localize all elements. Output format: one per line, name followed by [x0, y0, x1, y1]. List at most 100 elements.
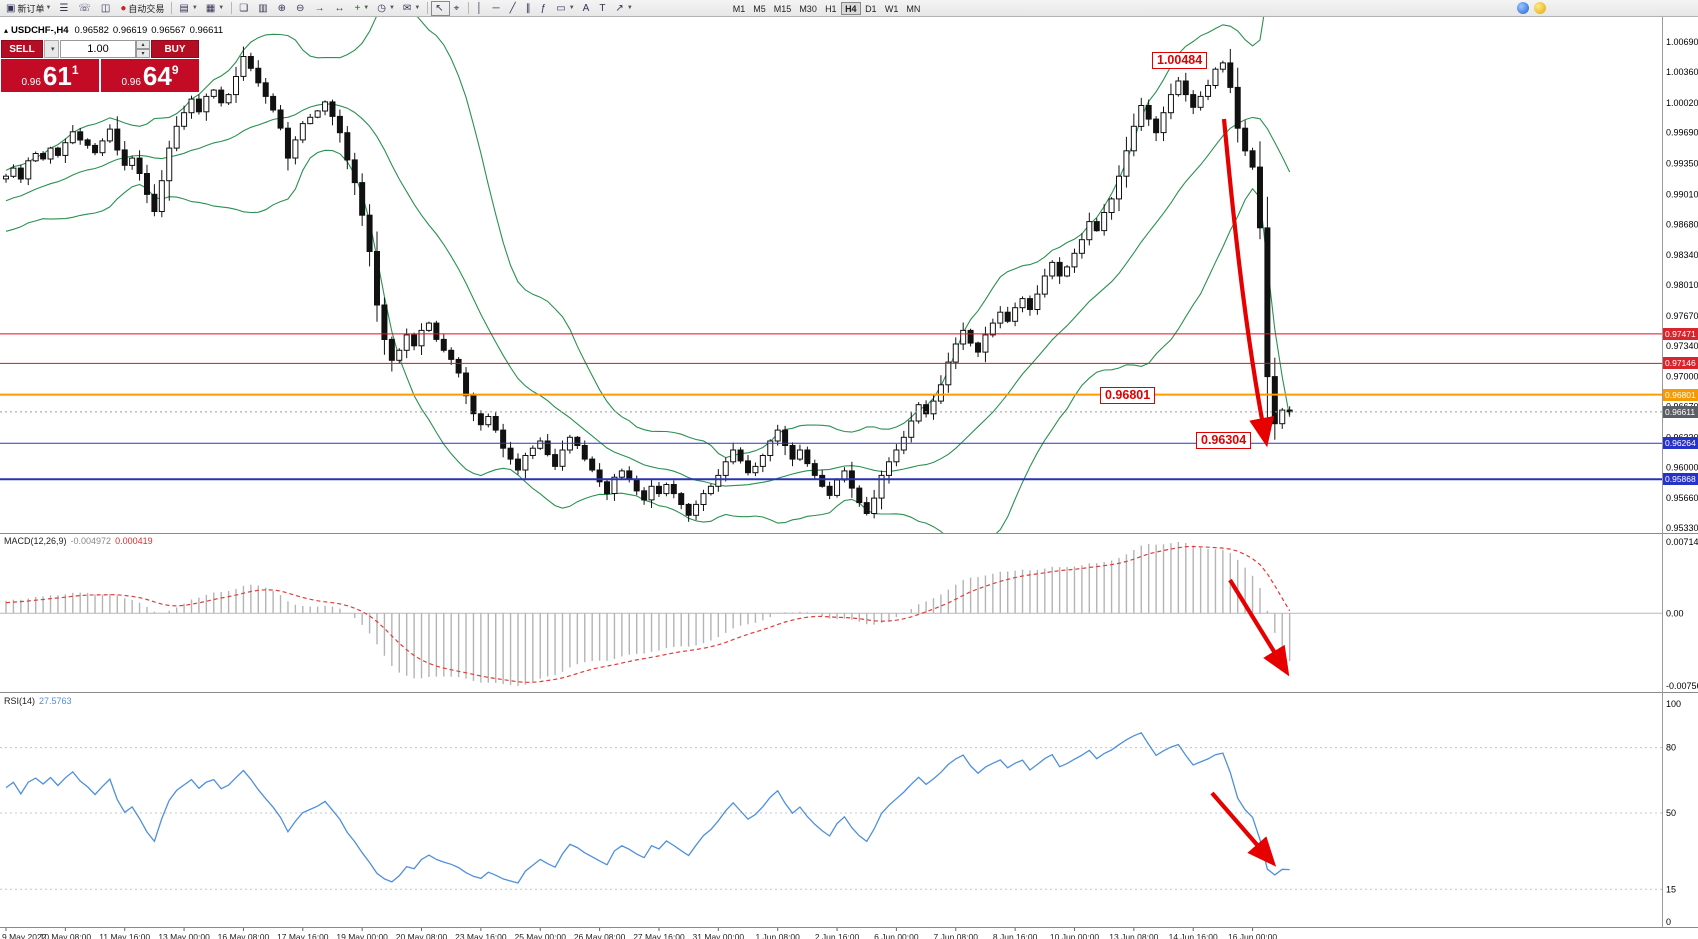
- chevron-down-icon[interactable]: ▼: [414, 5, 421, 11]
- fibonacci-icon[interactable]: ƒ: [537, 1, 553, 16]
- bar-close: 0.96611: [189, 25, 224, 36]
- cascade-windows-icon[interactable]: ❏: [235, 1, 254, 16]
- candle-body: [1116, 175, 1122, 200]
- new-chart-icon[interactable]: ▤ ▼: [175, 1, 201, 16]
- macd-bar: [1044, 568, 1046, 614]
- price-crash-arrow[interactable]: [1221, 118, 1275, 448]
- candle-body: [195, 98, 202, 113]
- macd-scale-tick: 0.007142: [1666, 537, 1698, 547]
- macd-bar: [702, 613, 705, 644]
- macd-bar: [287, 601, 289, 614]
- axis-badge-0.96264: 0.96264: [1663, 437, 1698, 449]
- auto-scroll-icon: →: [314, 2, 325, 14]
- timeframe-h4[interactable]: H4: [840, 1, 861, 15]
- candle-body: [952, 343, 959, 363]
- candle-body: [826, 485, 833, 496]
- chevron-down-icon[interactable]: ▼: [191, 5, 198, 11]
- rsi-down-arrow[interactable]: [1210, 791, 1277, 867]
- chevron-down-icon[interactable]: ▼: [45, 5, 52, 11]
- timeframe-m5[interactable]: M5: [749, 2, 770, 15]
- main-chart[interactable]: 1.00690 1.00360 1.00020 0.99690 0.99350 0.990…: [0, 17, 1698, 939]
- date-label: 27 May 16:00: [633, 932, 685, 939]
- timeframe-d1[interactable]: D1: [861, 2, 881, 15]
- market-watch-icon[interactable]: ☰: [55, 1, 74, 16]
- buy-button[interactable]: BUY: [151, 40, 199, 58]
- zoom-in-icon[interactable]: ⊕: [274, 1, 292, 16]
- order-type-dropdown[interactable]: ▾: [44, 40, 59, 58]
- trendline-icon[interactable]: ╱: [506, 1, 522, 16]
- axis-badge-0.97146: 0.97146: [1663, 357, 1698, 369]
- tile-windows-icon[interactable]: ▥: [254, 1, 273, 16]
- date-label: 26 May 08:00: [574, 932, 626, 939]
- chevron-down-icon[interactable]: ▼: [218, 5, 225, 11]
- autotrade-button[interactable]: ● 自动交易: [116, 1, 168, 16]
- macd-bar: [710, 613, 712, 641]
- channel-icon[interactable]: ∥: [522, 1, 537, 16]
- new-order-button[interactable]: ▣ 新订单 ▼: [2, 1, 55, 16]
- sell-price-panel[interactable]: 0.96 61 1: [1, 59, 99, 92]
- chevron-down-icon[interactable]: ▼: [626, 5, 633, 11]
- label-icon[interactable]: T: [595, 1, 611, 16]
- zoom-out-icon[interactable]: ⊖: [292, 1, 310, 16]
- macd-bar: [198, 597, 200, 614]
- arrows-tool-icon[interactable]: ↗ ▼: [611, 1, 636, 16]
- price-annotation-1.00484[interactable]: 1.00484: [1152, 52, 1208, 69]
- timeframe-m1[interactable]: M1: [729, 2, 750, 15]
- notification-icon[interactable]: [1534, 2, 1546, 14]
- chart-window-icon[interactable]: ◫: [97, 1, 116, 16]
- sell-price-prefix: 0.96: [21, 77, 41, 88]
- candle-body: [1049, 261, 1056, 277]
- macd-bar: [175, 607, 178, 614]
- candle-body: [663, 484, 670, 495]
- macd-bar: [947, 589, 950, 614]
- buy-price-panel[interactable]: 0.96 64 9: [101, 59, 199, 92]
- macd-bar: [732, 613, 734, 629]
- candle-body: [240, 56, 247, 77]
- timeframe-mn[interactable]: MN: [902, 2, 924, 15]
- text-icon[interactable]: A: [579, 1, 596, 16]
- macd-bar: [1036, 569, 1039, 614]
- community-icon[interactable]: [1517, 2, 1529, 14]
- volume-up-button[interactable]: ▴: [136, 40, 150, 49]
- profiles-icon[interactable]: ▦ ▼: [202, 1, 228, 16]
- candle-body: [937, 384, 944, 402]
- macd-bar: [532, 613, 534, 683]
- cursor-icon[interactable]: ↖: [431, 0, 450, 16]
- horizontal-line-icon[interactable]: ─: [489, 1, 506, 16]
- candle-body: [1242, 127, 1249, 152]
- add-indicator-icon[interactable]: + ▼: [350, 1, 373, 16]
- auto-scroll-icon[interactable]: →: [310, 1, 330, 16]
- axis-badge-0.96611: 0.96611: [1663, 406, 1698, 418]
- crosshair-icon[interactable]: ⌖: [450, 1, 466, 16]
- timeframe-w1[interactable]: W1: [881, 2, 903, 15]
- chart-shift-icon[interactable]: ↔: [330, 1, 350, 16]
- price-annotation-0.96304[interactable]: 0.96304: [1196, 432, 1252, 449]
- volume-input[interactable]: [60, 40, 136, 58]
- candle-body: [1034, 293, 1041, 311]
- chevron-down-icon[interactable]: ▼: [363, 5, 370, 11]
- vertical-line-icon[interactable]: │: [472, 1, 488, 16]
- chevron-down-icon[interactable]: ▼: [568, 5, 575, 11]
- candle-body: [767, 440, 774, 456]
- volume-down-button[interactable]: ▾: [136, 49, 150, 58]
- price-tick: 1.00020: [1666, 98, 1698, 108]
- sell-button[interactable]: SELL: [1, 40, 43, 58]
- period-clock-icon[interactable]: ◷ ▼: [373, 1, 399, 16]
- toolbar-separator: [427, 2, 429, 14]
- price-annotation-0.96801[interactable]: 0.96801: [1100, 387, 1156, 404]
- timeframe-m30[interactable]: M30: [795, 2, 821, 15]
- candle-body: [544, 440, 551, 456]
- timeframe-m15[interactable]: M15: [770, 2, 796, 15]
- timeframe-h1[interactable]: H1: [821, 2, 841, 15]
- terminal-icon[interactable]: ☏: [74, 1, 97, 16]
- shapes-icon[interactable]: ▭ ▼: [552, 1, 578, 16]
- rsi-scale-tick: 15: [1666, 884, 1676, 894]
- buy-price-pip: 9: [171, 63, 179, 77]
- macd-down-arrow[interactable]: [1228, 578, 1290, 677]
- macd-bar: [57, 595, 59, 614]
- candle-body: [774, 429, 781, 442]
- candle-body: [529, 447, 536, 457]
- chevron-down-icon[interactable]: ▼: [388, 5, 395, 11]
- templates-icon[interactable]: ✉ ▼: [399, 1, 424, 16]
